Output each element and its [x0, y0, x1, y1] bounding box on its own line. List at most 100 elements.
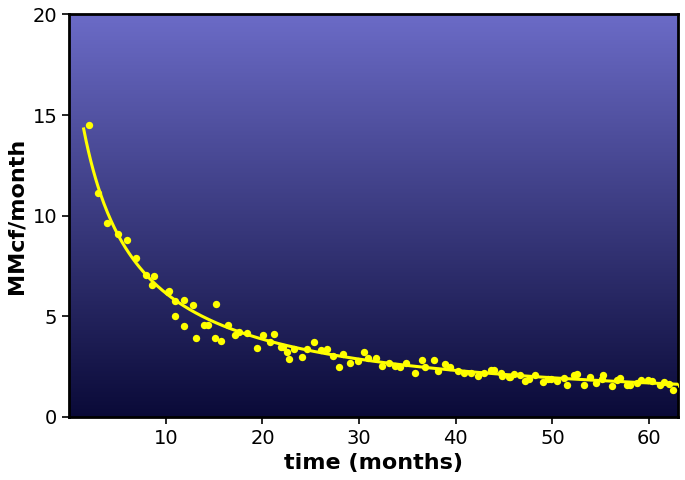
- Point: [514, 372, 525, 379]
- Point: [84, 121, 95, 129]
- Point: [102, 219, 113, 227]
- Point: [264, 338, 275, 346]
- X-axis label: time (months): time (months): [284, 453, 463, 473]
- Point: [229, 331, 240, 338]
- Point: [190, 335, 201, 342]
- Point: [162, 288, 173, 296]
- Point: [675, 381, 685, 389]
- Point: [545, 375, 556, 383]
- Point: [504, 373, 515, 381]
- Point: [199, 322, 210, 329]
- Point: [92, 190, 103, 197]
- Point: [590, 380, 601, 387]
- Point: [410, 370, 421, 377]
- Point: [632, 379, 643, 386]
- Point: [277, 343, 288, 351]
- Point: [223, 321, 234, 329]
- Point: [140, 272, 151, 279]
- Point: [621, 382, 632, 389]
- Point: [390, 362, 401, 370]
- Point: [551, 377, 562, 385]
- Point: [416, 356, 427, 363]
- Point: [596, 375, 607, 383]
- Point: [371, 354, 382, 361]
- Point: [635, 376, 646, 384]
- Point: [538, 378, 549, 385]
- Point: [611, 376, 622, 384]
- Point: [598, 371, 609, 379]
- Point: [668, 386, 679, 394]
- Point: [571, 370, 582, 377]
- Point: [440, 360, 451, 368]
- Point: [149, 272, 160, 280]
- Point: [282, 348, 292, 356]
- Point: [543, 375, 553, 383]
- Point: [453, 367, 464, 374]
- Point: [497, 372, 508, 380]
- Point: [188, 301, 199, 309]
- Point: [519, 377, 530, 385]
- Point: [242, 329, 253, 336]
- Point: [234, 328, 245, 336]
- Point: [607, 382, 618, 390]
- Point: [322, 345, 333, 353]
- Point: [170, 312, 181, 320]
- Point: [338, 350, 349, 358]
- Point: [377, 362, 388, 370]
- Point: [345, 360, 356, 367]
- Point: [503, 373, 514, 381]
- Point: [359, 348, 370, 356]
- Point: [643, 376, 653, 384]
- Point: [362, 354, 373, 361]
- Point: [334, 363, 345, 371]
- Point: [465, 370, 476, 377]
- Point: [327, 352, 338, 360]
- Point: [258, 331, 269, 339]
- Point: [473, 372, 484, 380]
- Point: [131, 254, 142, 262]
- Point: [420, 363, 431, 371]
- Point: [309, 338, 320, 346]
- Point: [301, 346, 312, 353]
- Point: [664, 380, 675, 387]
- Point: [296, 353, 307, 360]
- Point: [352, 357, 363, 364]
- Point: [584, 373, 595, 381]
- Point: [268, 330, 279, 337]
- Point: [445, 363, 456, 371]
- Point: [251, 345, 262, 352]
- Point: [395, 363, 406, 371]
- Point: [559, 374, 570, 382]
- Point: [315, 347, 326, 354]
- Point: [384, 360, 395, 367]
- Point: [509, 371, 520, 378]
- Point: [164, 288, 175, 295]
- Point: [428, 356, 439, 364]
- Point: [112, 230, 123, 238]
- Point: [614, 374, 625, 382]
- Point: [275, 343, 286, 351]
- Point: [524, 375, 535, 383]
- Point: [283, 356, 294, 363]
- Point: [625, 381, 636, 388]
- Point: [530, 371, 541, 379]
- Point: [401, 360, 412, 367]
- Point: [210, 300, 221, 308]
- Point: [562, 381, 573, 389]
- Point: [569, 372, 580, 379]
- Point: [495, 369, 506, 377]
- Point: [288, 346, 299, 353]
- Point: [654, 381, 665, 389]
- Point: [209, 334, 220, 342]
- Point: [478, 369, 489, 377]
- Point: [216, 337, 227, 345]
- Point: [647, 378, 658, 385]
- Point: [488, 366, 499, 373]
- Point: [121, 237, 132, 244]
- Point: [202, 321, 213, 329]
- Point: [658, 379, 669, 386]
- Point: [432, 367, 443, 375]
- Y-axis label: MMcf/month: MMcf/month: [7, 137, 27, 294]
- Point: [579, 381, 590, 389]
- Point: [169, 297, 180, 305]
